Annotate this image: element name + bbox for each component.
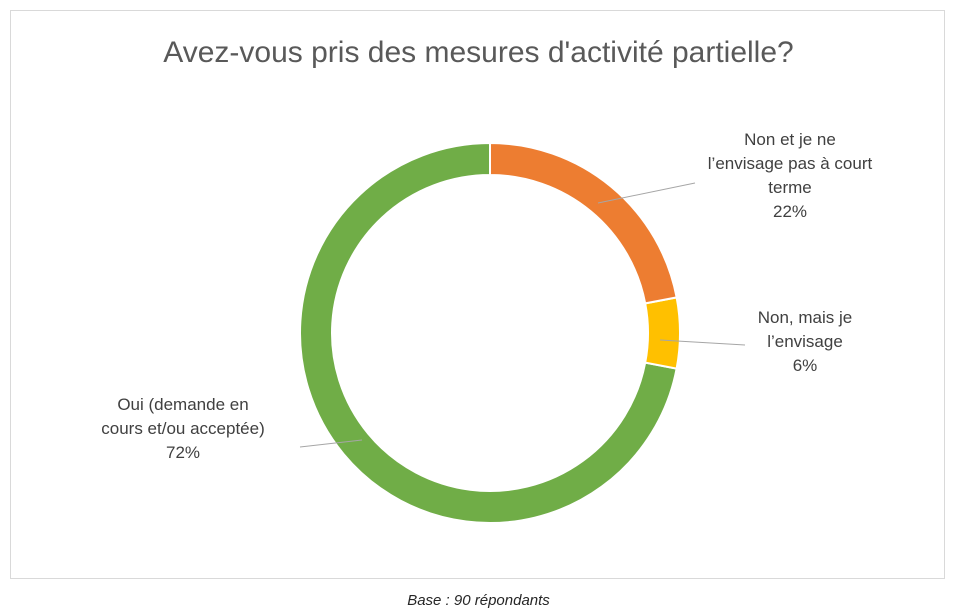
slice-label: Non, mais je l’envisage 6% bbox=[735, 306, 875, 378]
donut-slice bbox=[644, 296, 681, 370]
value-label: 72% bbox=[165, 443, 201, 462]
chart-title: Avez-vous pris des mesures d'activité pa… bbox=[163, 36, 794, 69]
footnote: Base : 90 répondants bbox=[407, 592, 550, 609]
value-label: 6% bbox=[792, 356, 818, 375]
donut-slice bbox=[489, 141, 678, 305]
slice-label: Oui (demande en cours et/ou acceptée) 72% bbox=[98, 393, 268, 465]
donut-slice bbox=[299, 141, 678, 524]
leader-line bbox=[299, 439, 363, 448]
category-label: Non et je ne l’envisage pas à court term… bbox=[707, 130, 873, 197]
chart-frame bbox=[10, 10, 945, 579]
slice-label: Non et je ne l’envisage pas à court term… bbox=[705, 128, 875, 224]
category-label: Oui (demande en cours et/ou acceptée) bbox=[101, 395, 265, 438]
value-label: 22% bbox=[772, 202, 808, 221]
leader-line bbox=[597, 182, 696, 204]
category-label: Non, mais je l’envisage bbox=[757, 308, 853, 351]
leader-line bbox=[659, 339, 746, 346]
